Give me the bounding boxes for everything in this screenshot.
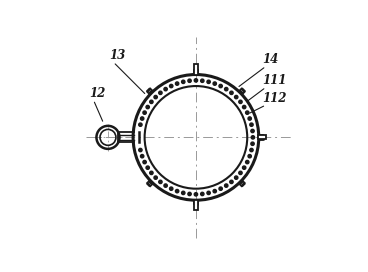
- Text: 13: 13: [109, 49, 125, 62]
- Circle shape: [245, 160, 249, 164]
- Circle shape: [234, 95, 238, 99]
- Circle shape: [251, 129, 254, 133]
- Circle shape: [188, 79, 191, 82]
- Text: 12: 12: [89, 87, 105, 100]
- Circle shape: [243, 166, 246, 169]
- Circle shape: [201, 192, 204, 196]
- Circle shape: [243, 105, 246, 109]
- Circle shape: [213, 82, 216, 85]
- Circle shape: [176, 82, 179, 85]
- Circle shape: [146, 105, 149, 109]
- Circle shape: [224, 184, 228, 187]
- Bar: [194, 64, 198, 75]
- Circle shape: [143, 111, 146, 114]
- Circle shape: [250, 148, 253, 152]
- Circle shape: [234, 176, 238, 179]
- Circle shape: [230, 180, 233, 184]
- Circle shape: [164, 88, 167, 91]
- Circle shape: [230, 91, 233, 94]
- Circle shape: [141, 117, 144, 120]
- Circle shape: [248, 154, 251, 158]
- Circle shape: [251, 142, 254, 146]
- Circle shape: [141, 154, 144, 158]
- Circle shape: [150, 171, 153, 175]
- Text: 111: 111: [262, 74, 286, 87]
- Circle shape: [248, 117, 251, 120]
- Circle shape: [250, 123, 253, 126]
- Circle shape: [201, 79, 204, 82]
- Circle shape: [239, 100, 242, 104]
- Circle shape: [146, 166, 149, 169]
- Circle shape: [159, 180, 162, 184]
- Circle shape: [207, 191, 210, 194]
- Circle shape: [188, 192, 191, 196]
- Circle shape: [207, 80, 210, 84]
- Circle shape: [239, 171, 242, 175]
- Circle shape: [219, 187, 222, 190]
- Circle shape: [139, 148, 142, 152]
- Circle shape: [143, 160, 146, 164]
- Circle shape: [170, 84, 173, 88]
- Circle shape: [245, 111, 249, 114]
- Circle shape: [170, 187, 173, 190]
- Circle shape: [194, 193, 198, 196]
- Bar: [258, 135, 266, 140]
- Circle shape: [181, 191, 185, 194]
- Circle shape: [164, 184, 167, 187]
- Circle shape: [213, 190, 216, 193]
- Circle shape: [176, 190, 179, 193]
- Circle shape: [139, 123, 142, 126]
- Text: 14: 14: [262, 53, 278, 66]
- Circle shape: [150, 100, 153, 104]
- Bar: [194, 200, 198, 210]
- Circle shape: [154, 95, 158, 99]
- Circle shape: [181, 80, 185, 84]
- Circle shape: [251, 136, 255, 139]
- Circle shape: [194, 79, 198, 82]
- Circle shape: [224, 88, 228, 91]
- Circle shape: [219, 84, 222, 88]
- Circle shape: [159, 91, 162, 94]
- Circle shape: [154, 176, 158, 179]
- Text: 112: 112: [262, 92, 286, 105]
